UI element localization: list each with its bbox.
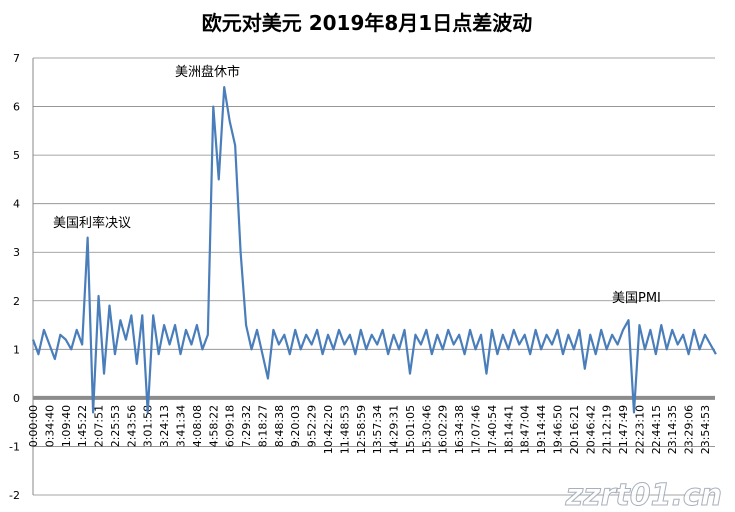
x-tick-label: 4:58:22 xyxy=(207,405,220,447)
x-tick-label: 3:24:13 xyxy=(158,405,171,447)
x-tick-label: 8:18:27 xyxy=(256,405,269,447)
x-tick-label: 21:47:49 xyxy=(617,405,630,454)
y-tick-label: 3 xyxy=(13,246,20,259)
x-tick-label: 17:07:46 xyxy=(470,405,483,454)
x-tick-label: 19:46:50 xyxy=(551,405,564,454)
watermark: zzrt01.cn xyxy=(565,478,722,512)
y-tick-label: 2 xyxy=(13,295,20,308)
x-tick-label: 14:29:31 xyxy=(388,405,401,454)
y-tick-label: 6 xyxy=(13,101,20,114)
x-tick-label: 22:44:15 xyxy=(650,405,663,454)
annotation: 美国利率决议 xyxy=(53,215,131,231)
x-tick-label: 1:45:22 xyxy=(76,405,89,447)
x-tick-label: 3:41:34 xyxy=(175,405,188,447)
x-tick-label: 0:00:00 xyxy=(27,405,40,447)
x-tick-label: 15:01:05 xyxy=(404,405,417,454)
x-tick-label: 15:30:46 xyxy=(420,405,433,454)
x-tick-label: 23:14:35 xyxy=(666,405,679,454)
x-tick-label: 3:01:58 xyxy=(142,405,155,447)
x-tick-label: 20:46:42 xyxy=(584,405,597,454)
x-tick-label: 16:34:38 xyxy=(453,405,466,454)
annotation: 美国PMI xyxy=(612,291,661,306)
y-tick-label: 5 xyxy=(13,149,20,162)
x-tick-label: 9:52:29 xyxy=(306,405,319,447)
x-tick-label: 6:09:18 xyxy=(224,405,237,447)
x-tick-label: 21:12:19 xyxy=(601,405,614,454)
x-tick-label: 2:43:56 xyxy=(125,405,138,447)
y-tick-label: 1 xyxy=(13,343,20,356)
x-tick-label: 0:34:40 xyxy=(43,405,56,447)
y-tick-label: -1 xyxy=(9,440,20,453)
x-tick-label: 11:48:53 xyxy=(338,405,351,454)
y-tick-label: 0 xyxy=(13,392,20,405)
x-tick-label: 12:58:59 xyxy=(355,405,368,454)
x-tick-label: 23:54:53 xyxy=(699,405,712,454)
x-tick-label: 18:14:41 xyxy=(502,405,515,454)
y-tick-label: -2 xyxy=(9,489,20,502)
line-series xyxy=(31,86,717,414)
x-tick-label: 1:09:40 xyxy=(60,405,73,447)
x-tick-label: 9:20:03 xyxy=(289,405,302,447)
chart-title: 欧元对美元 2019年8月1日点差波动 xyxy=(202,11,532,35)
x-tick-label: 10:42:20 xyxy=(322,405,335,454)
annotation: 美洲盘休市 xyxy=(175,64,240,80)
x-tick-label: 7:29:32 xyxy=(240,405,253,447)
x-tick-label: 17:40:54 xyxy=(486,405,499,454)
y-tick-label: 7 xyxy=(13,52,20,65)
x-tick-label: 2:07:51 xyxy=(93,405,106,447)
x-tick-label: 22:23:10 xyxy=(633,405,646,454)
x-tick-label: 19:14:44 xyxy=(535,405,548,454)
x-tick-label: 20:16:21 xyxy=(568,405,581,454)
x-tick-label: 2:25:53 xyxy=(109,405,122,447)
x-tick-label: 18:47:04 xyxy=(519,405,532,454)
x-tick-label: 8:48:38 xyxy=(273,405,286,447)
x-tick-label: 16:02:29 xyxy=(437,405,450,454)
x-tick-label: 23:29:06 xyxy=(683,405,696,454)
x-tick-label: 4:08:08 xyxy=(191,405,204,447)
y-tick-label: 4 xyxy=(13,198,20,211)
x-tick-label: 13:57:34 xyxy=(371,405,384,454)
